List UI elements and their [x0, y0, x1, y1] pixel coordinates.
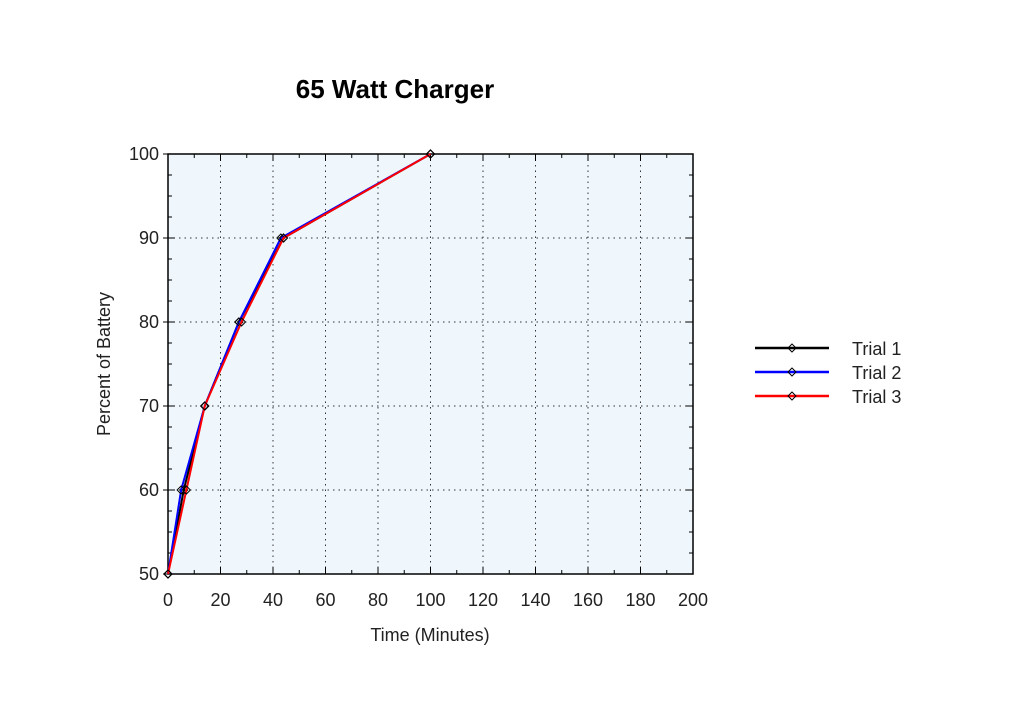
y-tick-label: 70: [139, 396, 159, 416]
x-tick-label: 40: [263, 590, 283, 610]
y-tick-label: 50: [139, 564, 159, 584]
x-tick-label: 120: [468, 590, 498, 610]
legend-label: Trial 1: [852, 339, 901, 359]
legend-marker: [787, 343, 797, 353]
chart-title: 65 Watt Charger: [296, 74, 494, 104]
y-tick-label: 60: [139, 480, 159, 500]
data-point: [200, 401, 210, 411]
legend-item: Trial 3: [755, 387, 901, 407]
data-point: [181, 485, 192, 495]
x-axis-ticks: 0 20 40 60 80 100 120 140 160 180 200: [163, 154, 708, 610]
x-tick-label: 180: [625, 590, 655, 610]
x-tick-label: 0: [163, 590, 173, 610]
x-tick-label: 20: [210, 590, 230, 610]
x-tick-label: 160: [573, 590, 603, 610]
series-group: [163, 149, 436, 579]
series-line: [167, 153, 431, 575]
y-tick-label: 100: [129, 144, 159, 164]
series-3: [163, 149, 436, 579]
x-tick-label: 200: [678, 590, 708, 610]
y-tick-label: 80: [139, 312, 159, 332]
legend-item: Trial 2: [755, 363, 901, 383]
data-point: [425, 149, 436, 159]
x-tick-label: 80: [368, 590, 388, 610]
x-axis-label: Time (Minutes): [370, 625, 489, 645]
legend: Trial 1 Trial 2 Trial 3: [755, 339, 901, 407]
legend-marker: [787, 391, 797, 401]
data-point: [278, 233, 289, 243]
data-point: [236, 317, 247, 327]
y-tick-label: 90: [139, 228, 159, 248]
legend-marker: [787, 367, 797, 377]
series-line: [167, 153, 431, 575]
legend-item: Trial 1: [755, 339, 901, 359]
legend-label: Trial 3: [852, 387, 901, 407]
y-axis-label: Percent of Battery: [94, 292, 114, 436]
grid: [168, 154, 693, 574]
x-tick-label: 100: [415, 590, 445, 610]
x-tick-label: 140: [520, 590, 550, 610]
x-tick-label: 60: [315, 590, 335, 610]
legend-label: Trial 2: [852, 363, 901, 383]
data-point: [163, 569, 173, 579]
y-axis-ticks: 50 60 70 80 90 100: [129, 144, 693, 584]
